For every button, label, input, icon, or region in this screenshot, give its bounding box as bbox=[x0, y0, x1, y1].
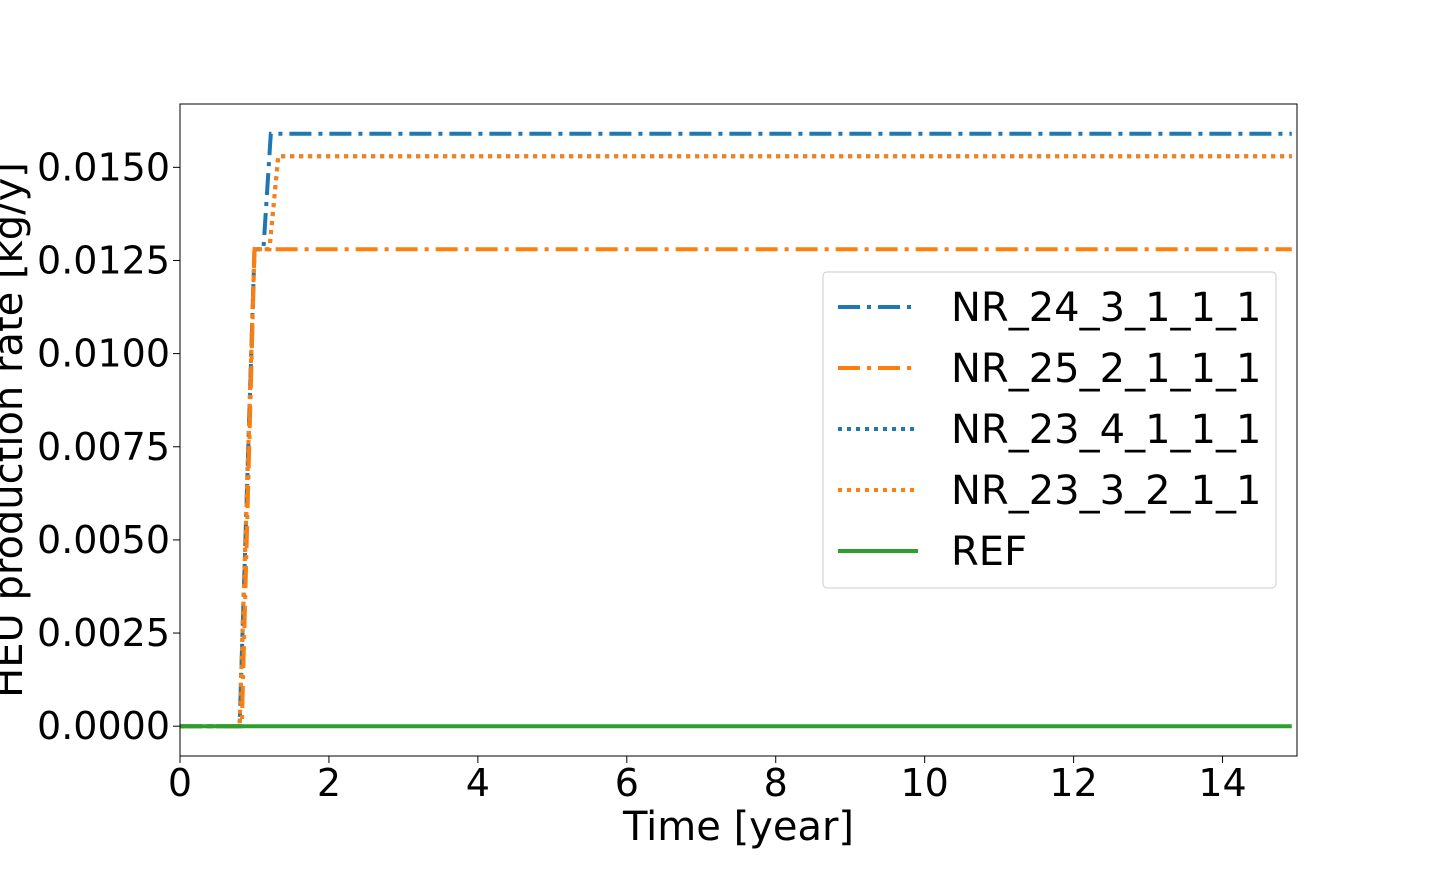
legend-label: NR_23_3_2_1_1 bbox=[951, 468, 1261, 514]
x-axis-ticks: 0 2 4 6 8 10 12 14 bbox=[168, 756, 1247, 805]
legend-label: NR_24_3_1_1_1 bbox=[951, 285, 1261, 331]
y-tick-label: 0.0025 bbox=[37, 611, 170, 655]
y-tick-label: 0.0075 bbox=[37, 425, 170, 469]
x-tick-label: 12 bbox=[1049, 761, 1097, 805]
legend-label: NR_25_2_1_1_1 bbox=[951, 346, 1261, 392]
x-tick-label: 6 bbox=[615, 761, 639, 805]
legend-box bbox=[822, 271, 1277, 589]
y-tick-label: 0.0150 bbox=[37, 145, 170, 189]
x-tick-label: 14 bbox=[1198, 761, 1246, 805]
legend-label: REF bbox=[951, 529, 1027, 575]
legend-label: NR_23_4_1_1_1 bbox=[951, 407, 1261, 453]
x-axis-label: Time [year] bbox=[622, 804, 854, 850]
x-tick-label: 10 bbox=[900, 761, 948, 805]
y-axis-ticks: 0.0000 0.0025 0.0050 0.0075 0.0100 0.0125 0.01… bbox=[37, 145, 180, 748]
y-tick-label: 0.0000 bbox=[37, 704, 170, 748]
x-tick-label: 8 bbox=[764, 761, 788, 805]
legend: NR_24_3_1_1_1 NR_25_2_1_1_1 NR_23_4_1_1_1 N… bbox=[822, 271, 1277, 589]
plot-frame bbox=[179, 103, 1298, 757]
x-tick-label: 2 bbox=[317, 761, 341, 805]
y-tick-label: 0.0050 bbox=[37, 518, 170, 562]
y-tick-label: 0.0100 bbox=[37, 332, 170, 376]
x-tick-label: 0 bbox=[168, 761, 192, 805]
y-tick-label: 0.0125 bbox=[37, 238, 170, 282]
y-axis-label: HEU production rate [kg/y] bbox=[0, 162, 32, 698]
series-layer bbox=[180, 131, 1292, 729]
x-tick-label: 4 bbox=[466, 761, 490, 805]
